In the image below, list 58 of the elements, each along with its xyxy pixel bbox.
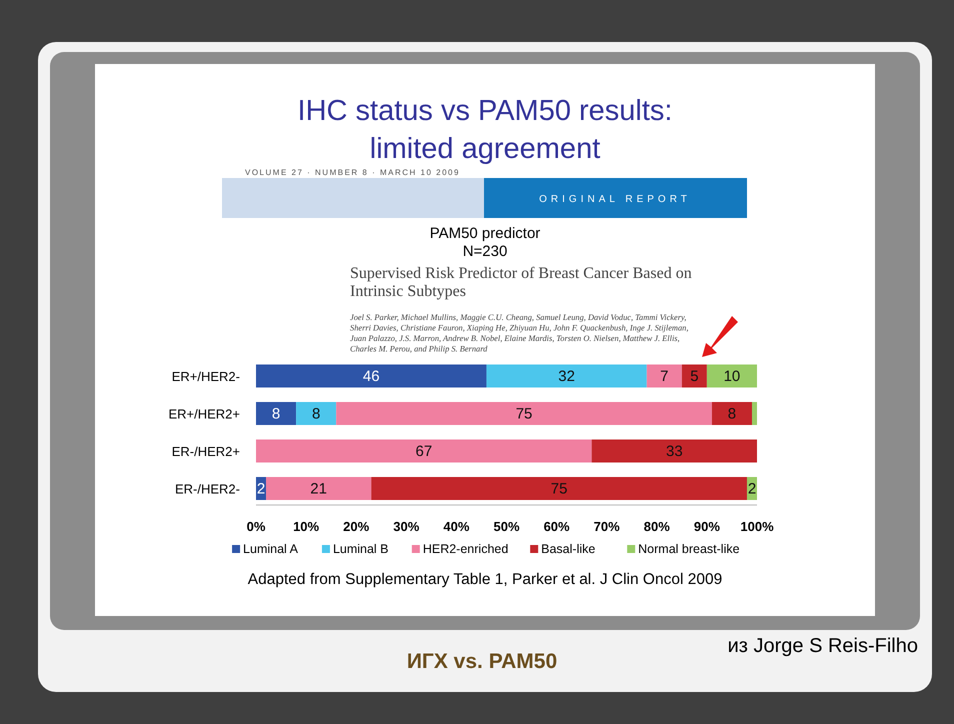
text: Adapted from Supplementary Table 1, Parker et al. J Clin Oncol 2009 xyxy=(248,571,722,588)
legend-label: Basal-like xyxy=(541,542,596,556)
bar xyxy=(646,364,682,388)
bar xyxy=(256,440,592,462)
y-tick-label: ER+/HER2+ xyxy=(168,406,240,422)
legend-label: HER2-enriched xyxy=(422,542,508,556)
data-label: 75 xyxy=(550,480,568,498)
x-tick-label: 80% xyxy=(644,519,670,534)
bar xyxy=(752,402,757,425)
data-label: 2 xyxy=(748,480,756,498)
bar xyxy=(256,402,296,425)
data-label: 10 xyxy=(724,368,740,385)
legend-label: Luminal B xyxy=(332,542,389,556)
data-label: 8 xyxy=(728,406,736,422)
y-tick-label: ER+/HER2- xyxy=(172,369,240,384)
x-tick-label: 30% xyxy=(393,519,420,534)
x-tick-label: 0% xyxy=(246,519,266,534)
data-label: 46 xyxy=(362,368,380,385)
legend-label: Luminal A xyxy=(243,542,299,556)
text: ИГХ vs. PAM50 xyxy=(406,650,558,673)
bar xyxy=(371,477,747,500)
text: Supervised Risk Predictor of Breast Cancer Based on Intrinsic Subtypes xyxy=(350,265,692,300)
data-label: 8 xyxy=(312,406,320,422)
text: из Jorge S Reis-Filho xyxy=(728,635,918,657)
data-label: 21 xyxy=(310,480,327,498)
x-tick-label: 50% xyxy=(493,519,520,534)
chart-title: IHC status vs PAM50 results: limited agreement xyxy=(298,95,672,165)
bar xyxy=(256,364,486,388)
data-label: 8 xyxy=(272,406,280,422)
x-tick-label: 90% xyxy=(694,519,720,534)
x-tick-label: 100% xyxy=(740,519,774,534)
data-label: 2 xyxy=(256,480,266,498)
x-tick-label: 60% xyxy=(544,519,570,534)
data-label: 32 xyxy=(558,368,575,385)
y-tick-label: ER-/HER2- xyxy=(174,482,240,496)
bar xyxy=(592,440,757,462)
data-label: 7 xyxy=(660,368,668,385)
x-tick-label: 70% xyxy=(594,519,620,534)
x-tick-label: 40% xyxy=(443,519,470,534)
x-tick-label: 20% xyxy=(343,519,370,534)
data-label: 75 xyxy=(516,406,532,422)
bar xyxy=(682,364,707,388)
bar xyxy=(486,364,647,388)
bar xyxy=(336,402,712,425)
data-label: 67 xyxy=(415,443,432,460)
bar xyxy=(296,402,336,425)
text: ORIGINAL REPORT xyxy=(539,194,691,205)
data-label: 5 xyxy=(690,368,699,385)
x-tick-label: 10% xyxy=(293,519,320,534)
bar xyxy=(266,477,372,500)
text: VOLUME 27 · NUMBER 8 · MARCH 10 2009 xyxy=(245,168,460,177)
bar xyxy=(706,364,757,388)
chart-subtitle: PAM50 predictor N=230 xyxy=(430,225,540,260)
bar xyxy=(712,402,752,425)
data-label: 33 xyxy=(666,443,683,460)
text: Joel S. Parker, Michael Mullins, Maggie C.U. Cheang, Samuel Leung, David Voduc, Tammi Vickery, Sherri Davies, Christiane Fauron, Xiaping He, Zhiyuan Hu, John F. Quackenbush, Inge J. Stijleman, Juan Palazzo, J.S. Marron, Andrew B. Nobel, Elaine Mardis, Torsten O. Nielsen, Matthew J. Ellis, Charles M. Perou, and Philip S. Bernard xyxy=(350,313,688,354)
legend-label: Normal breast-like xyxy=(638,542,740,556)
y-tick-label: ER-/HER2+ xyxy=(172,444,240,459)
